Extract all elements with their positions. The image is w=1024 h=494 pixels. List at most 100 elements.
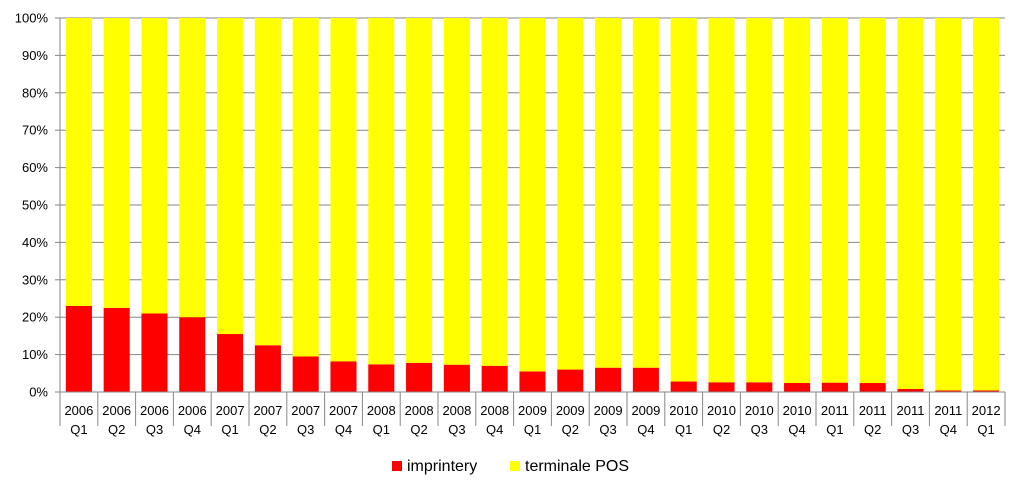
x-tick-label-quarter: Q3: [146, 422, 163, 437]
x-tick-label-quarter: Q1: [977, 422, 994, 437]
x-tick-label-year: 2006: [178, 403, 207, 418]
x-tick-label-year: 2012: [972, 403, 1001, 418]
bar-segment-terminale-pos: [217, 18, 244, 335]
bar-segment-terminale-pos: [708, 18, 735, 383]
x-tick-label-year: 2007: [253, 403, 282, 418]
bar-segment-terminale-pos: [632, 18, 659, 368]
bar-segment-imprintery: [254, 345, 281, 392]
x-tick-label-quarter: Q2: [108, 422, 125, 437]
y-tick-label: 80%: [22, 85, 48, 100]
bar-segment-imprintery: [973, 390, 1000, 392]
x-tick-label-year: 2010: [745, 403, 774, 418]
bar-segment-imprintery: [179, 317, 206, 392]
x-tick-label-quarter: Q2: [259, 422, 276, 437]
bar-segment-terminale-pos: [292, 18, 319, 357]
bar-segment-terminale-pos: [103, 18, 130, 308]
x-tick-label-year: 2011: [897, 403, 925, 418]
y-tick-label: 20%: [22, 310, 48, 325]
bar-segment-imprintery: [708, 382, 735, 392]
x-tick-label-quarter: Q3: [751, 422, 768, 437]
x-tick-label-year: 2007: [329, 403, 358, 418]
bar-segment-imprintery: [670, 381, 697, 392]
x-tick-label-quarter: Q4: [335, 422, 352, 437]
x-tick-label-quarter: Q3: [297, 422, 314, 437]
x-tick-label-year: 2009: [631, 403, 660, 418]
x-tick-label-year: 2007: [291, 403, 320, 418]
axes: [55, 17, 1006, 426]
legend-swatch: [510, 461, 520, 471]
bar-segment-imprintery: [292, 356, 319, 392]
y-tick-label: 100%: [15, 11, 49, 26]
x-tick-label-year: 2008: [480, 403, 509, 418]
bar-segment-terminale-pos: [784, 18, 811, 384]
x-tick-label-quarter: Q4: [940, 422, 957, 437]
y-tick-label: 50%: [22, 198, 48, 213]
bar-segment-terminale-pos: [443, 18, 470, 365]
y-tick-label: 70%: [22, 123, 48, 138]
x-tick-label-quarter: Q4: [184, 422, 201, 437]
y-tick-label: 90%: [22, 48, 48, 63]
bar-segment-terminale-pos: [897, 18, 924, 390]
bar-segment-imprintery: [821, 382, 848, 392]
bar-segment-imprintery: [103, 307, 130, 392]
bar-segment-imprintery: [519, 371, 546, 392]
x-tick-label-year: 2007: [216, 403, 245, 418]
bar-segment-terminale-pos: [935, 18, 962, 391]
bar-segment-terminale-pos: [746, 18, 773, 383]
bar-segment-imprintery: [141, 313, 168, 392]
bar-segment-imprintery: [859, 383, 886, 392]
x-tick-label-quarter: Q4: [788, 422, 805, 437]
bar-segment-terminale-pos: [65, 18, 92, 306]
bar-segment-terminale-pos: [973, 18, 1000, 391]
x-axis-tick-labels: 2006 Q1 2006 Q2 2006 Q3 2006 Q4 2007 Q1 2007 Q2 2007…: [64, 403, 1000, 437]
x-tick-label-quarter: Q4: [637, 422, 654, 437]
bar-segment-terminale-pos: [406, 18, 433, 363]
bar-segment-imprintery: [217, 334, 244, 392]
legend-swatch: [392, 461, 402, 471]
x-tick-label-year: 2006: [64, 403, 93, 418]
x-tick-label-year: 2006: [140, 403, 169, 418]
x-tick-label-year: 2009: [594, 403, 623, 418]
x-tick-label-quarter: Q3: [448, 422, 465, 437]
bar-segment-imprintery: [595, 367, 622, 392]
x-tick-label-year: 2009: [556, 403, 585, 418]
bar-segment-terminale-pos: [557, 18, 584, 370]
x-tick-label-year: 2011: [934, 403, 962, 418]
x-tick-label-quarter: Q3: [902, 422, 919, 437]
x-tick-label-quarter: Q1: [675, 422, 692, 437]
x-tick-label-quarter: Q4: [486, 422, 503, 437]
bar-segment-terminale-pos: [481, 18, 508, 366]
x-tick-label-year: 2008: [367, 403, 396, 418]
bar-segment-terminale-pos: [330, 18, 357, 362]
x-tick-label-year: 2006: [102, 403, 131, 418]
y-tick-label: 60%: [22, 160, 48, 175]
x-tick-label-quarter: Q2: [562, 422, 579, 437]
x-tick-label-year: 2011: [821, 403, 849, 418]
bar-segment-imprintery: [330, 361, 357, 392]
x-tick-label-year: 2010: [669, 403, 698, 418]
bar-segment-terminale-pos: [859, 18, 886, 384]
y-tick-label: 40%: [22, 235, 48, 250]
bar-segment-terminale-pos: [179, 18, 206, 318]
x-tick-label-year: 2010: [783, 403, 812, 418]
x-tick-label-quarter: Q2: [410, 422, 427, 437]
y-tick-label: 0%: [29, 385, 48, 400]
bar-segment-terminale-pos: [670, 18, 697, 382]
bar-segment-terminale-pos: [821, 18, 848, 383]
bar-segment-terminale-pos: [254, 18, 281, 346]
legend-label: terminale POS: [525, 458, 629, 475]
x-tick-label-quarter: Q1: [826, 422, 843, 437]
bar-segment-imprintery: [65, 305, 92, 392]
bar-segment-imprintery: [443, 364, 470, 392]
x-tick-label-year: 2008: [442, 403, 471, 418]
bar-segment-imprintery: [935, 390, 962, 392]
legend-label: imprintery: [407, 458, 477, 475]
bar-segment-imprintery: [897, 389, 924, 392]
x-tick-label-year: 2009: [518, 403, 547, 418]
bar-segment-terminale-pos: [368, 18, 395, 365]
x-tick-label-year: 2010: [707, 403, 736, 418]
y-axis-tick-labels: 0% 10% 20% 30% 40% 50% 60% 70% 80% 90% 100%: [15, 11, 49, 400]
bar-segment-imprintery: [368, 364, 395, 392]
